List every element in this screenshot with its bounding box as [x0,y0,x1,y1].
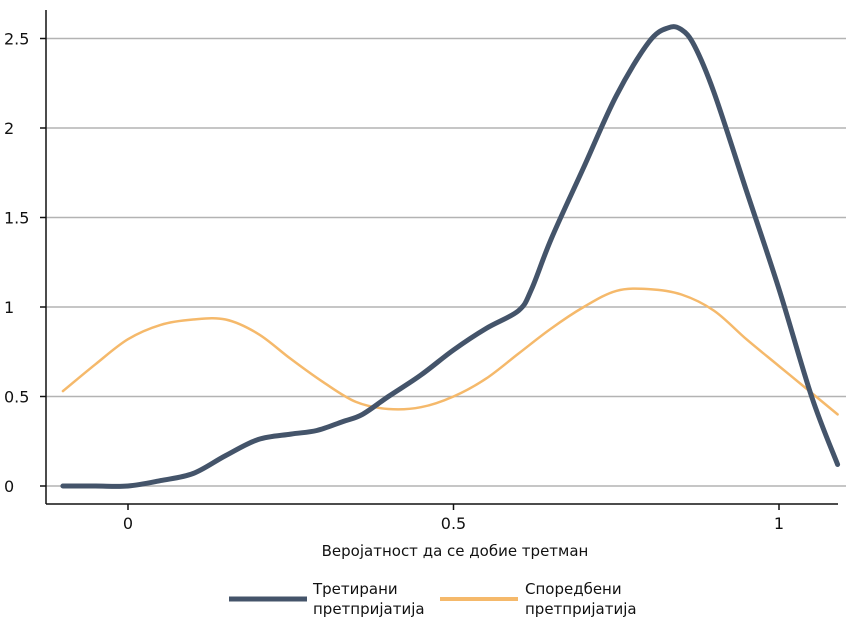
y-tick-label: 2 [4,119,14,138]
series-line-treated [60,24,841,489]
axes [45,10,838,505]
y-tick-label: 1.5 [4,209,29,228]
legend-label: претпријатија [525,600,637,618]
y-tick-label: 0.5 [4,388,29,407]
series-line-comparison [61,287,839,416]
legend-label: претпријатија [313,600,425,618]
legend-label: Споредбени [525,580,622,598]
x-axis-title: Веројатност да се добие третман [322,542,589,560]
y-tick-label: 1 [4,298,14,317]
x-tick-label: 1 [774,514,784,533]
x-ticks: 0 0.5 1 [123,504,784,533]
y-ticks: 0 0.5 1 1.5 2 2.5 [4,30,46,496]
x-tick-label: 0.5 [441,514,466,533]
legend-label: Третирани [312,580,398,598]
legend: Третирани претпријатија Споредбени претприј… [229,580,637,618]
y-tick-label: 2.5 [4,30,29,49]
x-tick-label: 0 [123,514,133,533]
y-tick-label: 0 [4,477,14,496]
series-layer [60,24,841,489]
grid-lines [46,37,846,487]
